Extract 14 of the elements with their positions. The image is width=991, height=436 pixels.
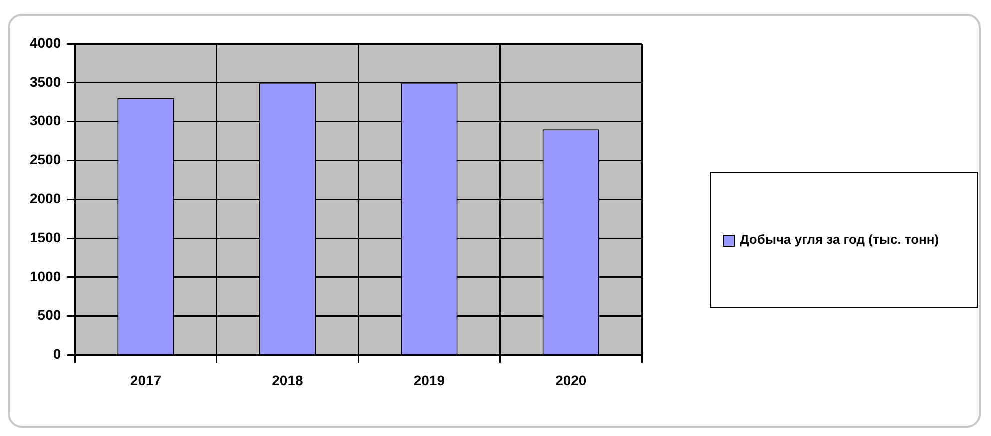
x-tick-label: 2019 [414,372,446,388]
y-tick-label: 1000 [30,268,62,284]
y-tick-label: 2000 [30,190,62,206]
y-tick-label: 3000 [30,112,62,129]
y-tick-label: 500 [38,307,62,324]
legend-label: Добыча угля за год (тыс. тонн) [740,231,940,249]
x-tick-label: 2020 [556,372,587,388]
x-tick-label: 2018 [272,372,304,388]
x-tick-label: 2017 [130,372,162,388]
y-tick-label: 0 [53,346,62,362]
y-tick-label: 3500 [30,74,62,90]
y-tick-label: 2500 [30,152,62,168]
y-tick-label: 1500 [30,229,62,246]
y-tick-label: 4000 [30,34,62,51]
